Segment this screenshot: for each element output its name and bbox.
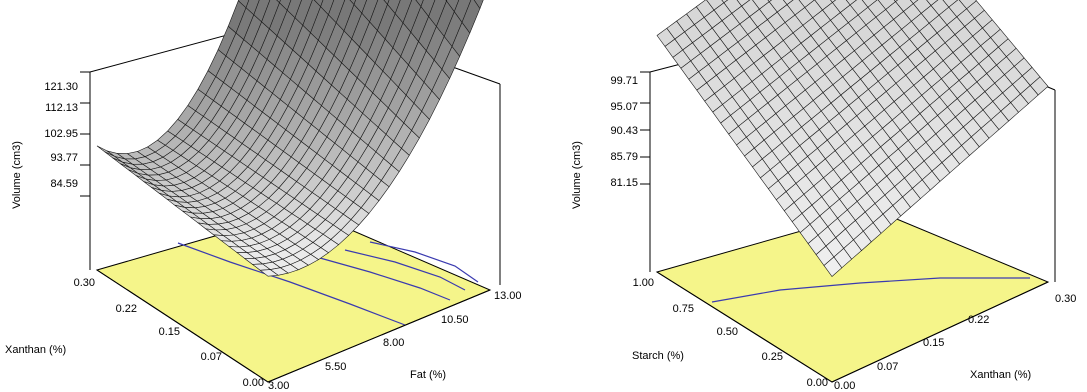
right-z-axis-label: Volume (cm3) — [571, 141, 583, 209]
right-y-tick: 0.00 — [807, 377, 828, 389]
left-x-tick: 3.00 — [268, 380, 289, 392]
left-x-tick: 5.50 — [325, 361, 346, 373]
left-z-axis: 121.30 112.13 102.95 93.77 84.59 Volume … — [11, 71, 90, 209]
left-x-tick: 10.50 — [441, 314, 469, 326]
left-contours — [177, 241, 479, 326]
surface-cell — [845, 0, 858, 6]
right-x-tick: 0.22 — [968, 314, 989, 326]
right-z-axis: 99.71 95.07 90.43 85.79 81.15 Volume (cm… — [571, 71, 650, 209]
surface-cell — [830, 0, 837, 3]
left-y-axis: 0.30 0.22 0.15 0.07 0.00 Xanthan (%) — [5, 277, 264, 389]
surface-cell — [782, 0, 794, 6]
left-y-tick: 0.07 — [201, 351, 222, 363]
left-z-tick: 112.13 — [45, 102, 78, 114]
left-z-tick: 84.59 — [50, 178, 78, 190]
contour-line — [177, 242, 406, 326]
right-y-tick: 0.75 — [673, 303, 694, 315]
contour-line — [319, 257, 451, 301]
contour-line — [344, 249, 466, 291]
right-x-axis: 0.00 0.07 0.15 0.22 0.30 Xanthan (%) — [834, 293, 1076, 392]
left-z-axis-label: Volume (cm3) — [11, 141, 23, 209]
right-y-tick: 0.50 — [717, 326, 738, 338]
surface-cell — [721, 0, 729, 4]
left-floor-edge-x — [267, 289, 491, 383]
left-y-tick: 0.15 — [159, 326, 180, 338]
right-z-tick: 99.71 — [610, 75, 638, 87]
right-contours — [711, 277, 1030, 303]
left-x-tick: 13.00 — [494, 290, 522, 302]
left-floor-edge-y — [96, 269, 269, 383]
right-x-tick: 0.00 — [834, 380, 855, 392]
left-y-axis-label: Xanthan (%) — [5, 344, 66, 356]
left-y-tick: 0.00 — [243, 377, 264, 389]
contour-line — [369, 241, 479, 283]
right-z-tick: 90.43 — [610, 125, 638, 137]
right-z-tick: 95.07 — [610, 101, 638, 113]
left-x-tick: 8.00 — [383, 337, 404, 349]
right-y-tick: 0.25 — [762, 351, 783, 363]
surface-cell — [823, 256, 843, 277]
contour-line — [711, 277, 1030, 303]
left-x-axis: 3.00 5.50 8.00 10.50 13.00 Fat (%) — [268, 290, 522, 392]
right-x-tick: 0.30 — [1055, 293, 1076, 305]
left-x-axis-label: Fat (%) — [410, 369, 446, 381]
right-y-axis-label: Starch (%) — [632, 350, 684, 362]
left-y-tick: 0.30 — [74, 277, 95, 289]
right-x-tick: 0.15 — [923, 337, 944, 349]
left-z-tick: 93.77 — [50, 152, 78, 164]
right-floor-edge-x — [831, 281, 1049, 383]
right-z-tick: 81.15 — [610, 177, 638, 189]
right-surface-chart: 99.71 95.07 90.43 85.79 81.15 Volume (cm… — [571, 0, 1076, 392]
left-surface-chart: 121.30 112.13 102.95 93.77 84.59 Volume … — [5, 0, 522, 392]
surface-cell — [909, 0, 919, 5]
right-surface-mesh — [656, 0, 1049, 277]
right-z-tick: 85.79 — [610, 151, 638, 163]
left-z-tick: 102.95 — [44, 128, 78, 140]
right-x-axis-label: Xanthan (%) — [970, 369, 1031, 381]
left-y-tick: 0.22 — [116, 303, 137, 315]
right-floor-edge-y — [656, 271, 833, 383]
right-x-tick: 0.07 — [877, 361, 898, 373]
left-z-tick: 121.30 — [44, 81, 78, 93]
right-y-axis: 1.00 0.75 0.50 0.25 0.00 Starch (%) — [632, 277, 828, 389]
right-y-tick: 1.00 — [633, 277, 654, 289]
left-surface-mesh — [96, 0, 484, 277]
surface-cell — [259, 269, 279, 277]
